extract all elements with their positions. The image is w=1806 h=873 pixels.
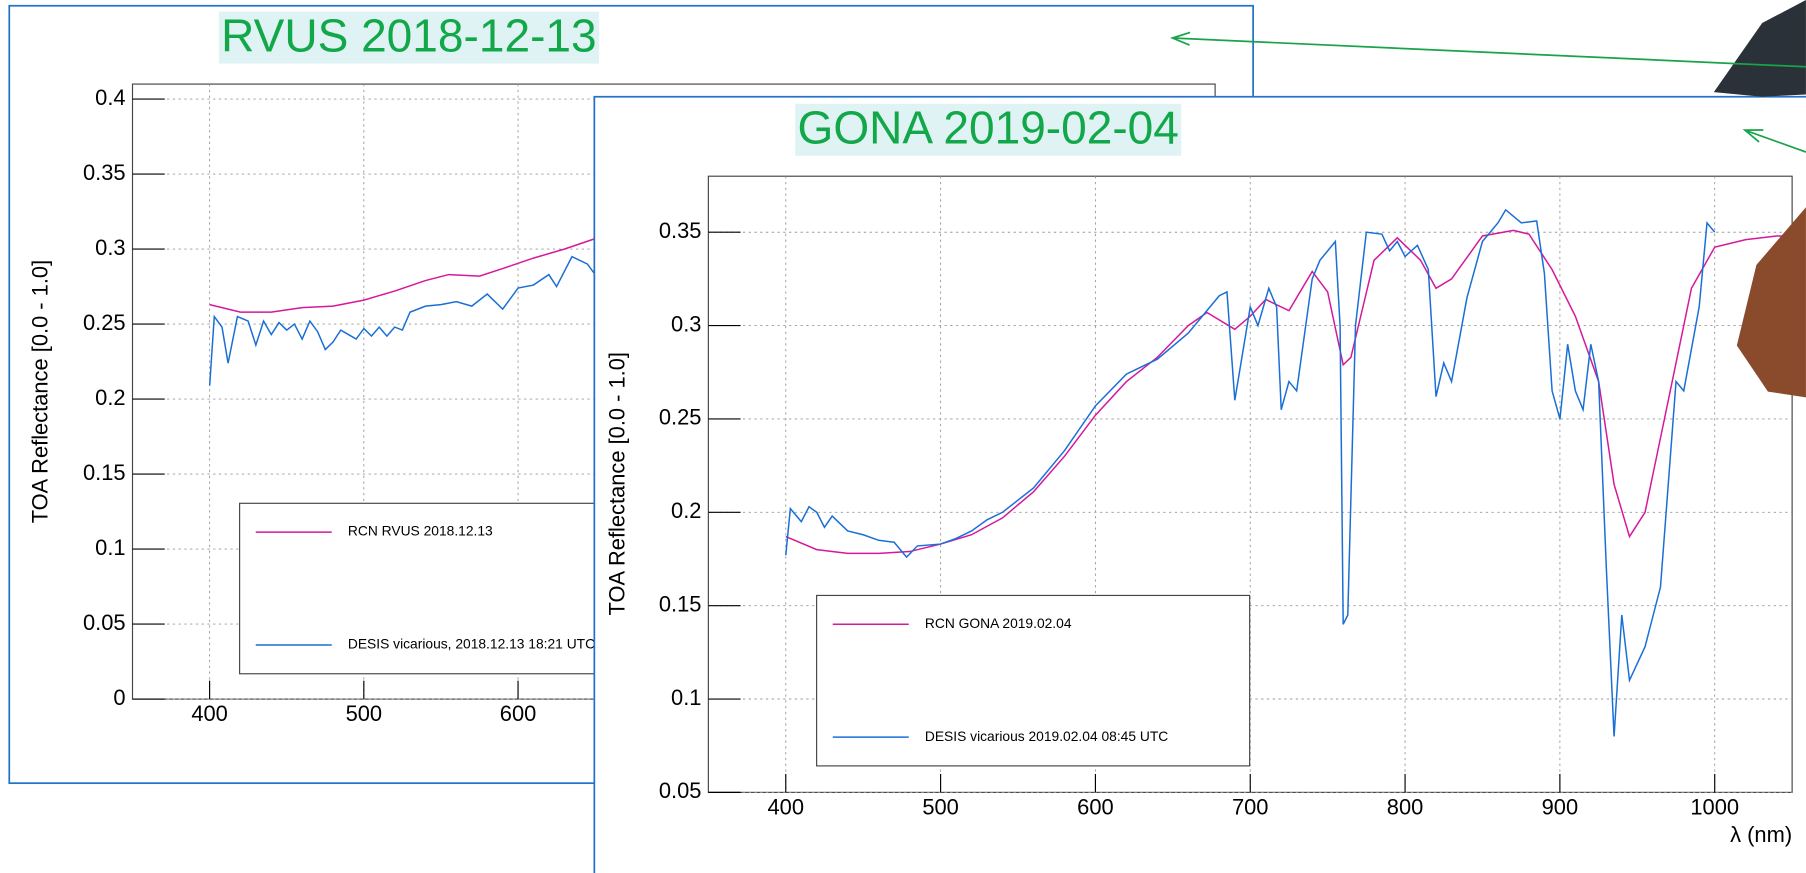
arrow-head — [1742, 129, 1764, 143]
y-tick-label: 0.35 — [659, 218, 702, 243]
y-axis-label: TOA Reflectance [0.0 - 1.0] — [27, 260, 52, 523]
x-tick-label: 500 — [922, 794, 959, 819]
series-line — [785, 229, 1793, 555]
y-tick-label: 0.25 — [83, 310, 126, 335]
series-layer — [785, 208, 1793, 737]
satellite-image — [1736, 207, 1806, 398]
decorations — [1169, 0, 1806, 398]
y-tick-label: 0.35 — [83, 160, 126, 185]
y-tick-label: 0.2 — [95, 385, 125, 410]
series-line — [208, 255, 596, 386]
series-layer — [208, 237, 596, 386]
chart-title: GONA 2019-02-04 — [798, 101, 1179, 153]
y-tick-label: 0.25 — [659, 405, 702, 430]
x-tick-label: 1000 — [1690, 794, 1739, 819]
y-tick-label: 0.15 — [659, 591, 702, 616]
legend-label: DESIS vicarious, 2018.12.13 18:21 UTC — [348, 636, 595, 652]
satellite-image — [1713, 0, 1806, 97]
x-tick-label: 600 — [500, 701, 537, 726]
arrow — [1172, 37, 1806, 68]
title-background — [795, 103, 1182, 156]
x-tick-label: 800 — [1387, 794, 1424, 819]
arrow-head — [1169, 31, 1191, 46]
y-tick-label: 0.2 — [671, 498, 701, 523]
x-tick-label: 600 — [1077, 794, 1114, 819]
series-line — [785, 208, 1716, 737]
series-line — [209, 237, 596, 313]
x-tick-label: 400 — [191, 701, 228, 726]
y-tick-label: 0.05 — [83, 610, 126, 635]
x-tick-label: 700 — [1232, 794, 1269, 819]
x-tick-label: 400 — [768, 794, 805, 819]
arrow — [1744, 129, 1806, 153]
y-tick-label: 0.3 — [95, 235, 125, 260]
title-background — [218, 11, 599, 64]
x-axis-label: λ (nm) — [1730, 822, 1792, 847]
chart-title: RVUS 2018-12-13 — [221, 9, 596, 61]
y-tick-label: 0.15 — [83, 460, 126, 485]
y-axis-label: TOA Reflectance [0.0 - 1.0] — [604, 352, 629, 615]
x-tick-label: 900 — [1542, 794, 1579, 819]
y-tick-label: 0 — [113, 685, 125, 710]
legend-label: RCN RVUS 2018.12.13 — [348, 523, 493, 539]
legend-label: DESIS vicarious 2019.02.04 08:45 UTC — [925, 728, 1168, 744]
y-tick-label: 0.4 — [95, 85, 125, 110]
y-tick-label: 0.1 — [671, 685, 701, 710]
legend-label: RCN GONA 2019.02.04 — [925, 615, 1072, 631]
y-tick-label: 0.05 — [659, 778, 702, 803]
y-tick-label: 0.1 — [95, 535, 125, 560]
y-tick-label: 0.3 — [671, 311, 701, 336]
x-tick-label: 500 — [346, 701, 383, 726]
chart-panel: GONA 2019-02-04 0.05 0.1 0.15 0.2 0.25 0.3 0.35… — [593, 95, 1806, 873]
